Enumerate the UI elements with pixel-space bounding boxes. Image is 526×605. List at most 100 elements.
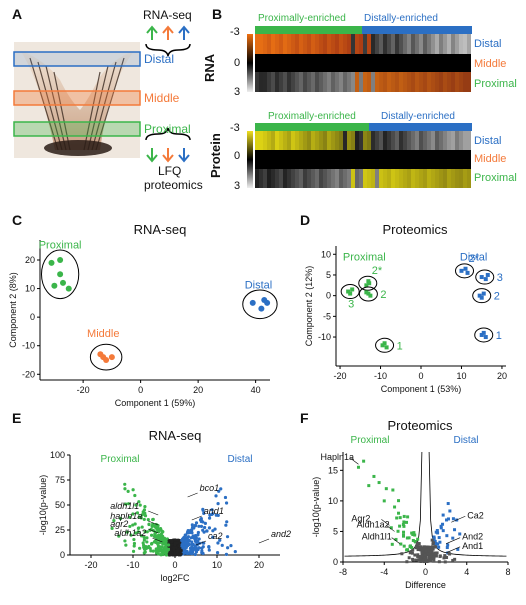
panel-e-point [205,529,209,533]
panel-e-point [125,530,129,534]
panel-d-x-tick-label: 10 [456,371,466,381]
panel-e-point [173,543,177,547]
panel-d-group-label: 1 [397,340,403,352]
panel-f-annotation-line [446,546,461,554]
panel-d-point [477,293,482,298]
panel-f-point [400,552,404,556]
panel-f-y-tick-label: 0 [333,557,338,567]
panel-f-point [414,558,418,562]
panel-e-point [190,525,195,530]
panel-f-point [445,546,449,550]
panel-f-point [389,526,393,530]
panel-e-point [201,545,205,549]
panel-e-point [138,503,142,507]
panel-e-point [194,548,198,552]
protein-row-proximal: Proximal [474,172,517,184]
panel-e-point [139,516,143,520]
panel-e-point [211,529,215,533]
panel-f-group-label-proximal: Proximal [351,435,390,446]
panel-e-point [193,534,198,538]
panel-e-annotation-label: hapln1a [110,511,142,521]
panel-e-point [216,513,220,517]
region-label-proximal: Proximal [144,122,191,136]
panel-f-point [415,541,419,545]
panel-f-point [372,474,376,478]
panel-f-point [408,544,412,548]
panel-d-y-tick-label: 0 [326,291,331,301]
panel-e-point [201,507,205,511]
panel-d-point [479,332,484,337]
panel-e-point [132,537,136,542]
panel-e-point [145,540,149,544]
panel-f-point [424,547,428,551]
panel-f-annotation-line [446,537,461,544]
panel-e-point [166,543,170,547]
panel-e-point [137,500,141,504]
panel-e-point [128,515,132,519]
panel-f-point [451,536,455,540]
panel-f-point [424,549,428,553]
panel-e-point [186,535,191,539]
rna-row-proximal: Proximal [474,78,517,90]
panel-f-point [410,551,414,555]
panel-c-cluster-outline [41,249,80,300]
panel-f-point [427,556,431,560]
panel-e-point [143,505,147,509]
panel-e-point [151,549,155,553]
panel-f-point [439,526,443,530]
panel-f-point [410,531,414,535]
panel-e-point [217,489,221,493]
panel-f-point [426,545,430,549]
panel-d-point [479,295,484,300]
panel-d-point [459,268,464,273]
panel-c-series-label: Proximal [39,240,82,252]
panel-f-point [397,511,401,515]
panel-f-point [429,552,433,556]
panel-c-point [57,271,64,278]
panel-e-point [145,530,149,534]
panel-f-point [417,555,421,559]
panel-c-series-label: Middle [87,328,119,340]
panel-f-point [438,554,442,558]
panel-e-point [177,538,181,542]
panel-f-x-tick-label: -8 [339,567,347,577]
panel-f-point [411,538,415,542]
panel-f-point [445,556,449,560]
panel-e-point [218,538,222,542]
panel-f-point [398,524,402,528]
panel-f-point [451,558,455,562]
panel-f-point [432,535,436,539]
panel-e-point [193,552,197,557]
panel-letter-a: A [12,6,23,22]
panel-d-point [364,290,369,295]
panel-e-point [158,536,163,540]
panel-e-point [184,539,188,543]
rna-tick-top: -3 [230,26,240,38]
panel-e-point [190,540,194,544]
panel-f-point [401,523,405,527]
panel-c-point [51,282,58,289]
panel-e-point [134,503,138,507]
panel-e-point [161,530,165,534]
panel-f-annotation-label: Aldh1a2 [357,519,390,529]
panel-e-y-tick-label: 50 [55,500,65,510]
panel-e-y-tick-label: 25 [55,525,65,535]
panel-f-point [402,524,406,528]
panel-e-point [195,540,199,545]
panel-f-x-tick-label: 4 [464,567,469,577]
panel-e-point [207,548,211,552]
panel-f-point [432,555,436,559]
panel-letter-e: E [12,410,22,426]
panel-d-title: Proteomics [382,222,448,237]
panel-f-point [401,533,405,537]
rna-header-right: Distally-enriched [364,13,438,24]
panel-d-point [465,270,470,275]
panel-f-point [423,555,427,559]
panel-e-x-tick-label: 20 [254,560,264,570]
panel-f-point [402,520,406,524]
panel-d-point [463,266,468,271]
panel-f-point [424,557,428,561]
panel-e-group-label-distal: Distal [227,454,252,465]
panel-d-group-outline [475,269,495,285]
panel-f-point [426,548,430,552]
